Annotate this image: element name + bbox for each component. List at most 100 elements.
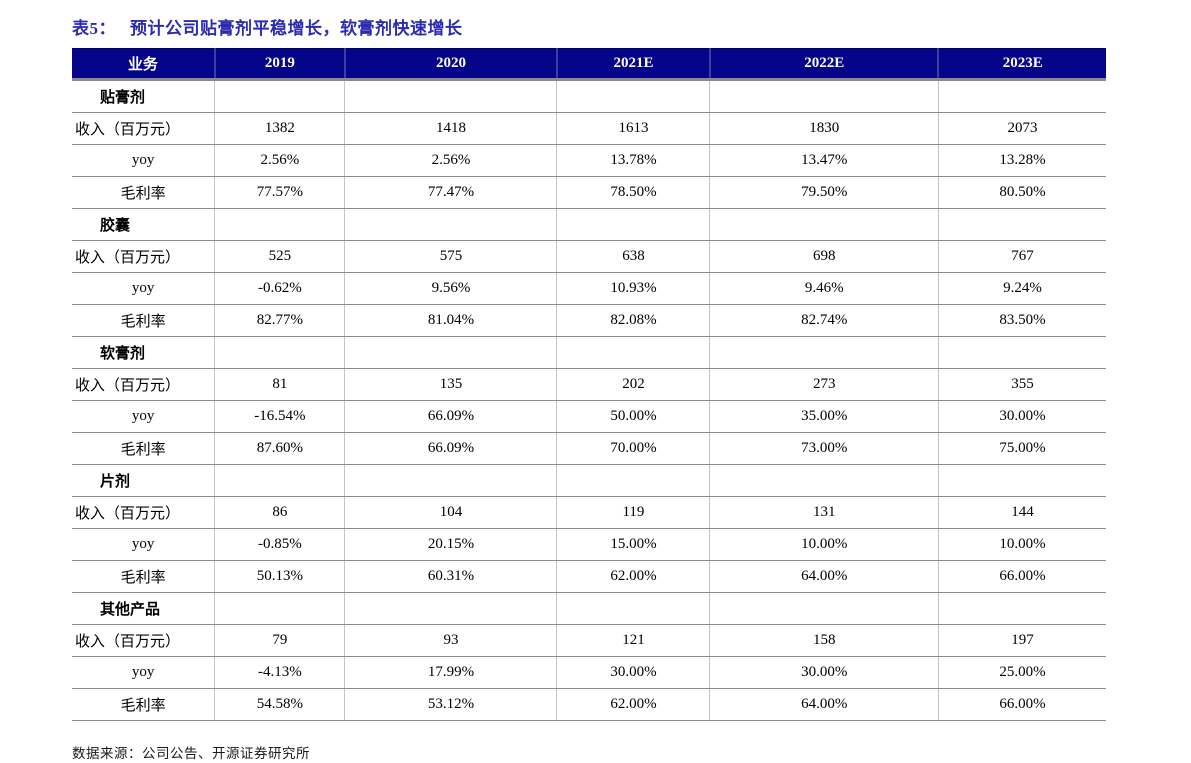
cell-value: 60.31%	[344, 560, 557, 593]
row-label: yoy	[72, 144, 215, 177]
empty-cell	[709, 592, 939, 625]
row-label: 毛利率	[72, 304, 215, 337]
cell-value: -0.85%	[214, 528, 345, 561]
cell-value: -16.54%	[214, 400, 345, 433]
table-row: 收入（百万元） 525 575 638 698 767	[72, 240, 1106, 273]
table-header: 业务 2019 2020 2021E 2022E 2023E	[72, 48, 1106, 81]
section-name: 片剂	[72, 464, 215, 497]
cell-value: 81	[214, 368, 345, 401]
cell-value: 9.24%	[937, 272, 1106, 305]
cell-value: 202	[556, 368, 710, 401]
cell-value: 1613	[556, 112, 710, 145]
empty-cell	[214, 208, 345, 241]
cell-value: 9.56%	[344, 272, 557, 305]
cell-value: 20.15%	[344, 528, 557, 561]
empty-cell	[937, 79, 1106, 113]
cell-value: 273	[709, 368, 939, 401]
cell-value: 93	[344, 624, 557, 657]
row-label: yoy	[72, 400, 215, 433]
cell-value: 66.09%	[344, 400, 557, 433]
cell-value: 638	[556, 240, 710, 273]
column-header-2020: 2020	[343, 48, 557, 81]
table-row: yoy -16.54% 66.09% 50.00% 35.00% 30.00%	[72, 400, 1106, 433]
cell-value: 50.13%	[214, 560, 345, 593]
table-title-text: 预计公司贴膏剂平稳增长，软膏剂快速增长	[130, 19, 463, 38]
table-row: 毛利率 54.58% 53.12% 62.00% 64.00% 66.00%	[72, 688, 1106, 721]
cell-value: 50.00%	[556, 400, 710, 433]
table-row: 毛利率 77.57% 77.47% 78.50% 79.50% 80.50%	[72, 176, 1106, 209]
forecast-table: 业务 2019 2020 2021E 2022E 2023E 贴膏剂 收入（百万元…	[72, 48, 1106, 721]
cell-value: 10.93%	[556, 272, 710, 305]
row-label: 毛利率	[72, 176, 215, 209]
cell-value: 78.50%	[556, 176, 710, 209]
table-body: 贴膏剂 收入（百万元） 1382 1418 1613 1830 2073 yoy 2.56% 2.…	[72, 79, 1106, 721]
empty-cell	[937, 464, 1106, 497]
cell-value: 2073	[937, 112, 1106, 145]
empty-cell	[214, 79, 345, 113]
cell-value: 77.57%	[214, 176, 345, 209]
cell-value: 135	[344, 368, 557, 401]
cell-value: 54.58%	[214, 688, 345, 721]
row-label: 毛利率	[72, 560, 215, 593]
cell-value: 30.00%	[937, 400, 1106, 433]
cell-value: 79	[214, 624, 345, 657]
header-row: 业务 2019 2020 2021E 2022E 2023E	[72, 48, 1106, 81]
empty-cell	[556, 208, 710, 241]
cell-value: 83.50%	[937, 304, 1106, 337]
cell-value: 355	[937, 368, 1106, 401]
section-row: 片剂	[72, 464, 1106, 497]
cell-value: 13.28%	[937, 144, 1106, 177]
empty-cell	[709, 79, 939, 113]
empty-cell	[214, 336, 345, 369]
cell-value: 81.04%	[344, 304, 557, 337]
empty-cell	[709, 208, 939, 241]
report-table-page: 表5： 预计公司贴膏剂平稳增长，软膏剂快速增长 业务 2019 2020 2021…	[72, 19, 1106, 761]
cell-value: 575	[344, 240, 557, 273]
empty-cell	[556, 464, 710, 497]
cell-value: 35.00%	[709, 400, 939, 433]
empty-cell	[214, 592, 345, 625]
cell-value: 121	[556, 624, 710, 657]
cell-value: 77.47%	[344, 176, 557, 209]
cell-value: 70.00%	[556, 432, 710, 465]
empty-cell	[937, 336, 1106, 369]
cell-value: -4.13%	[214, 656, 345, 689]
row-label: yoy	[72, 272, 215, 305]
cell-value: 15.00%	[556, 528, 710, 561]
column-header-business: 业务	[72, 48, 215, 81]
row-label: 收入（百万元）	[72, 496, 215, 529]
section-name: 其他产品	[72, 592, 215, 625]
empty-cell	[556, 79, 710, 113]
cell-value: 87.60%	[214, 432, 345, 465]
table-row: yoy 2.56% 2.56% 13.78% 13.47% 13.28%	[72, 144, 1106, 177]
table-row: yoy -0.85% 20.15% 15.00% 10.00% 10.00%	[72, 528, 1106, 561]
row-label: 收入（百万元）	[72, 240, 215, 273]
column-header-2021e: 2021E	[555, 48, 710, 81]
empty-cell	[344, 592, 557, 625]
data-source-note: 数据来源：公司公告、开源证券研究所	[72, 746, 310, 761]
cell-value: 158	[709, 624, 939, 657]
empty-cell	[344, 464, 557, 497]
cell-value: 2.56%	[344, 144, 557, 177]
empty-cell	[937, 208, 1106, 241]
cell-value: 73.00%	[709, 432, 939, 465]
table-row: yoy -0.62% 9.56% 10.93% 9.46% 9.24%	[72, 272, 1106, 305]
section-name: 软膏剂	[72, 336, 215, 369]
cell-value: 66.00%	[937, 560, 1106, 593]
row-label: yoy	[72, 656, 215, 689]
cell-value: 13.78%	[556, 144, 710, 177]
cell-value: 104	[344, 496, 557, 529]
table-row: yoy -4.13% 17.99% 30.00% 30.00% 25.00%	[72, 656, 1106, 689]
cell-value: 30.00%	[556, 656, 710, 689]
table-row: 收入（百万元） 81 135 202 273 355	[72, 368, 1106, 401]
cell-value: 66.09%	[344, 432, 557, 465]
empty-cell	[344, 79, 557, 113]
cell-value: 64.00%	[709, 560, 939, 593]
table-number-tag: 表5：	[72, 19, 116, 38]
empty-cell	[344, 336, 557, 369]
cell-value: 119	[556, 496, 710, 529]
cell-value: 80.50%	[937, 176, 1106, 209]
cell-value: 53.12%	[344, 688, 557, 721]
empty-cell	[556, 336, 710, 369]
table-row: 收入（百万元） 1382 1418 1613 1830 2073	[72, 112, 1106, 145]
